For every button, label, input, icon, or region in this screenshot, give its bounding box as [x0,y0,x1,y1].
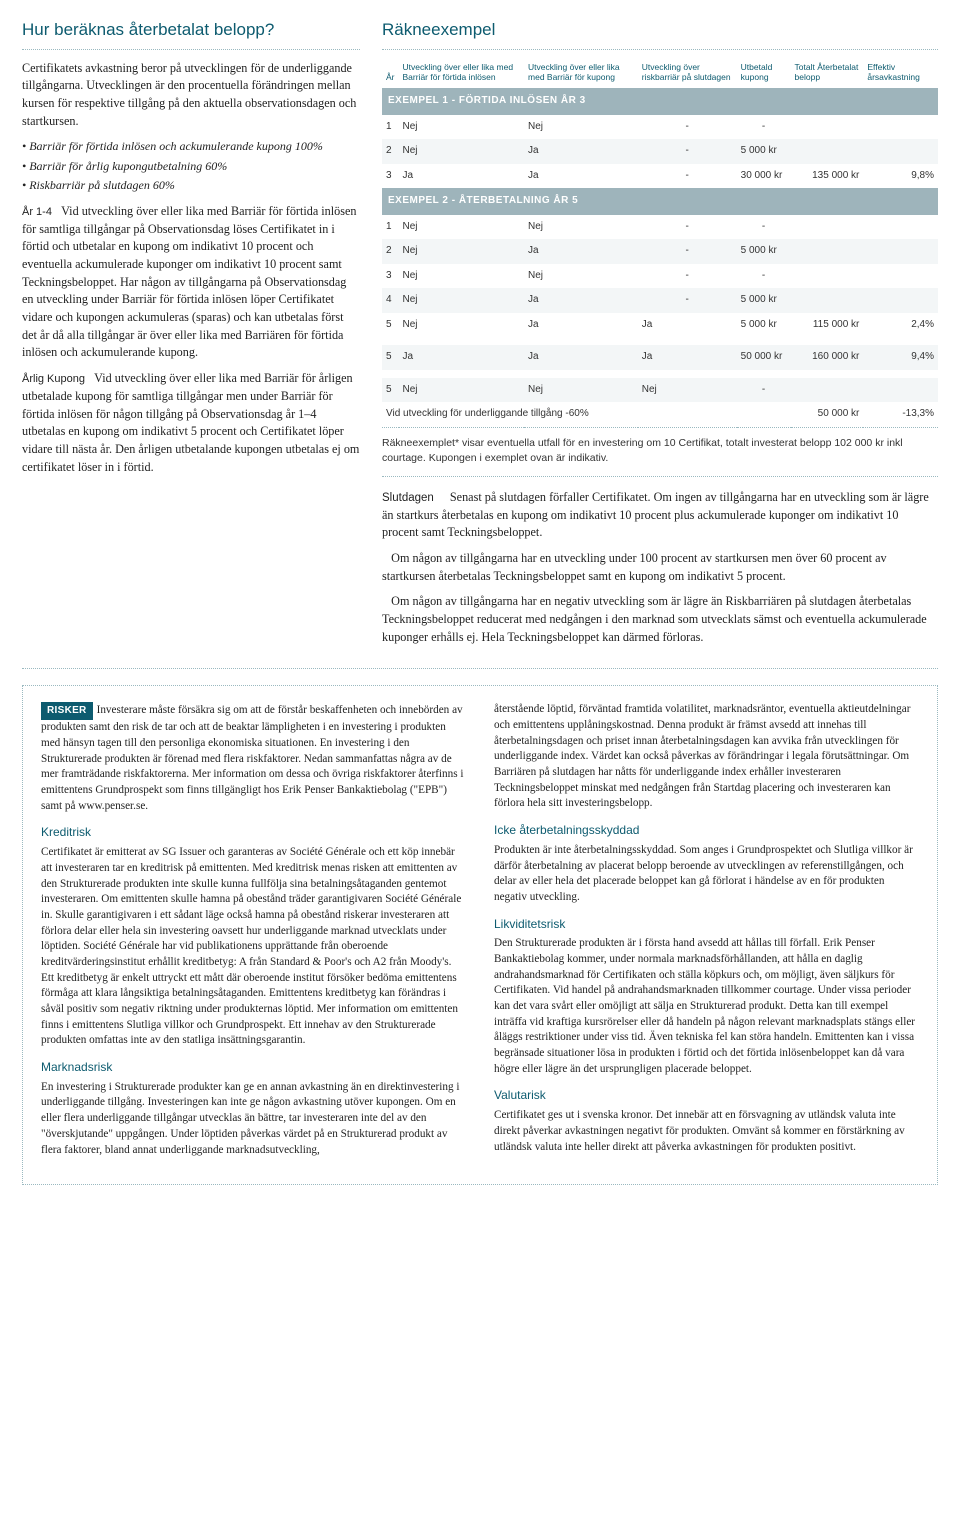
h-marknadsrisk: Marknadsrisk [41,1059,466,1076]
col-barrier-coupon: Utveckling över eller lika med Barriär f… [524,60,638,88]
col-yield: Effektiv årsavkastning [863,60,938,88]
heading-example: Räkneexempel [382,18,938,50]
h-kreditrisk: Kreditrisk [41,824,466,841]
table-row: 1NejNej-- [382,115,938,140]
table-gap [382,337,938,345]
table-row: 3JaJa-30 000 kr135 000 kr9,8% [382,164,938,189]
table-header: År Utveckling över eller lika med Barriä… [382,60,938,88]
lead-coupon: Årlig Kupong [22,373,85,385]
slutdagen-lead: Slutdagen [382,492,434,504]
p-kreditrisk: Certifikatet är emitterat av SG Issuer o… [41,845,466,1049]
para-years: År 1-4 Vid utveckling över eller lika me… [22,203,360,362]
col-barrier-early: Utveckling över eller lika med Barriär f… [399,60,525,88]
table-row: 5NejJaJa5 000 kr115 000 kr2,4% [382,313,938,338]
table-row: 5JaJaJa50 000 kr160 000 kr9,4% [382,345,938,370]
risks-intro: RISKERInvesterare måste försäkra sig om … [41,702,466,814]
bullet-3: Riskbarriär på slutdagen 60% [22,177,360,194]
h-valuta: Valutarisk [494,1087,919,1104]
p-likvid: Den Strukturerade produkten är i första … [494,936,919,1077]
table-gap [382,370,938,378]
risks-tag: RISKER [41,702,93,720]
p-valuta: Certifikatet ges ut i svenska kronor. De… [494,1108,919,1155]
example-footnote: Räkneexemplet* visar eventuella utfall f… [382,436,938,477]
criteria-list: Barriär för förtida inlösen och ackumule… [22,138,360,194]
col-total-repaid: Totalt Återbetalat belopp [791,60,864,88]
example-table: År Utveckling över eller lika med Barriä… [382,60,938,428]
p-continuation: återstående löptid, förväntad framtida v… [494,702,919,812]
table-row: 2NejJa-5 000 kr [382,239,938,264]
band-ex1: EXEMPEL 1 - FÖRTIDA INLÖSEN ÅR 3 [382,88,938,115]
band-ex2: EXEMPEL 2 - ÅTERBETALNING ÅR 5 [382,188,938,215]
intro-text: Certifikatets avkastning beror på utveck… [22,60,360,131]
table-row: 3NejNej-- [382,264,938,289]
heading-calc: Hur beräknas återbetalat belopp? [22,18,360,50]
slutdagen-p3: Om någon av tillgångarna har en negativ … [382,593,938,646]
para-coupon: Årlig Kupong Vid utveckling över eller l… [22,370,360,476]
p-marknadsrisk: En investering i Strukturerade produkter… [41,1080,466,1158]
p-icke: Produkten är inte återbetalningsskyddad.… [494,843,919,906]
lead-years: År 1-4 [22,206,52,218]
risks-right: återstående löptid, förväntad framtida v… [494,702,919,1168]
left-body: Certifikatets avkastning beror på utveck… [22,60,360,477]
bullet-2: Barriär för årlig kupongutbetalning 60% [22,158,360,175]
table-row: 5NejNejNej- [382,378,938,403]
risks-box: RISKERInvesterare måste försäkra sig om … [22,685,938,1185]
h-likvid: Likviditetsrisk [494,916,919,933]
table-footrow: Vid utveckling för underliggande tillgån… [382,402,938,427]
risks-left: RISKERInvesterare måste försäkra sig om … [41,702,466,1168]
table-row: 1NejNej-- [382,215,938,240]
col-paid-coupon: Utbetald kupong [737,60,791,88]
col-risk-barrier: Utveckling över riskbarriär på slutdagen [638,60,737,88]
slutdagen-p1: Senast på slutdagen förfaller Certifikat… [382,490,929,539]
bullet-1: Barriär för förtida inlösen och ackumule… [22,138,360,155]
table-row: 2NejJa-5 000 kr [382,139,938,164]
h-icke: Icke återbetalningsskyddad [494,822,919,839]
table-row: 4NejJa-5 000 kr [382,288,938,313]
slutdagen-p2: Om någon av tillgångarna har en utveckli… [382,550,938,585]
slutdagen-block: Slutdagen Senast på slutdagen förfaller … [382,489,938,647]
col-year: År [382,60,399,88]
